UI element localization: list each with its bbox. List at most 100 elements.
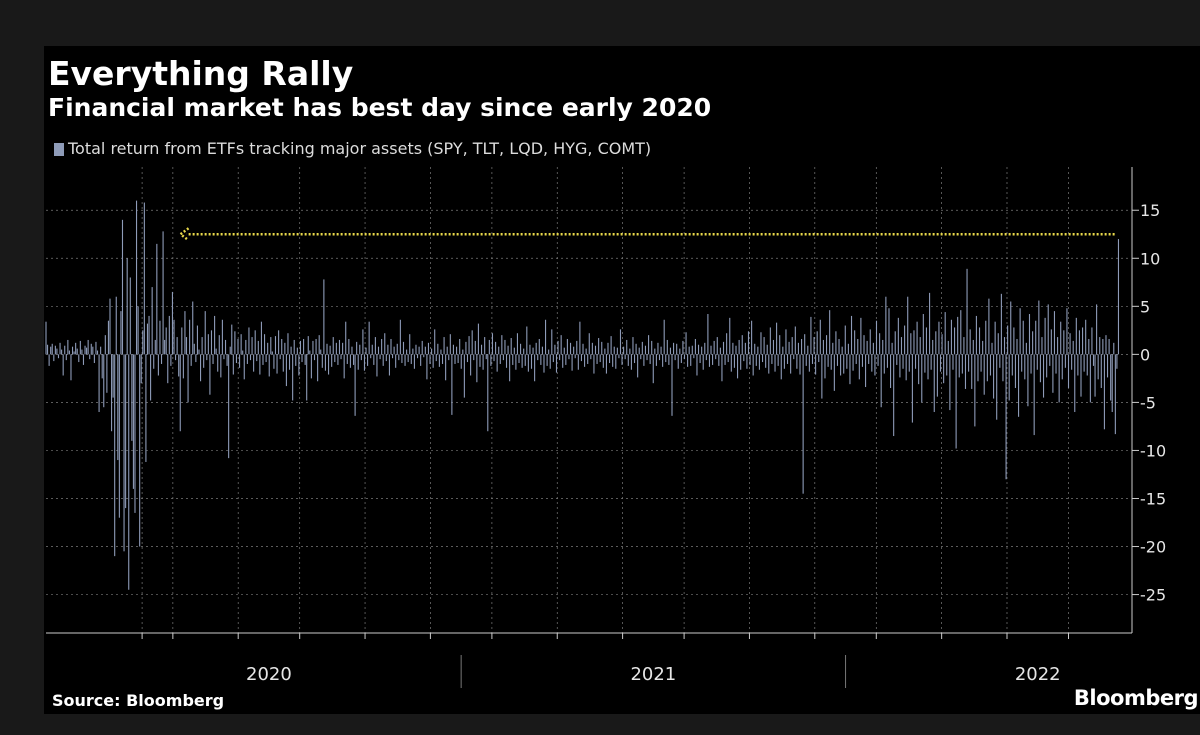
bar xyxy=(107,320,109,355)
bar xyxy=(157,354,159,376)
bar xyxy=(1092,354,1095,366)
bar xyxy=(485,354,487,360)
bar xyxy=(210,330,213,355)
bar xyxy=(1007,325,1009,355)
bar xyxy=(1066,308,1068,355)
bar xyxy=(657,342,659,355)
bar xyxy=(825,335,828,355)
bar xyxy=(460,354,462,369)
chart-title: Everything Rally xyxy=(48,54,354,93)
bar xyxy=(813,337,815,355)
bar xyxy=(268,354,270,377)
bar xyxy=(306,354,308,401)
bar xyxy=(957,316,959,355)
bar xyxy=(715,354,717,360)
bar xyxy=(125,354,127,509)
bar xyxy=(619,329,622,355)
bar xyxy=(861,354,863,367)
bar xyxy=(1086,354,1088,376)
bar xyxy=(178,354,180,377)
bar xyxy=(228,354,230,459)
bar xyxy=(496,354,498,372)
bar xyxy=(270,337,272,355)
bar xyxy=(872,342,874,355)
bar xyxy=(691,345,693,355)
bar xyxy=(373,354,375,365)
bar xyxy=(226,354,228,366)
bar xyxy=(342,342,344,355)
bar xyxy=(818,354,820,363)
bar xyxy=(267,342,269,355)
bar xyxy=(1117,239,1120,355)
bar xyxy=(1074,354,1076,413)
bar xyxy=(318,335,320,355)
bar xyxy=(340,354,342,360)
bar xyxy=(996,354,998,420)
bar xyxy=(407,354,409,363)
bar xyxy=(418,346,420,355)
bar xyxy=(162,231,164,355)
bar xyxy=(420,354,422,366)
bar xyxy=(192,301,194,355)
bar xyxy=(677,354,679,369)
y-tick-label: -5 xyxy=(1140,393,1156,412)
bar xyxy=(883,354,885,374)
bar xyxy=(1103,354,1105,430)
bar xyxy=(929,292,931,355)
bar xyxy=(791,337,793,355)
bar xyxy=(484,337,486,355)
y-tick-label: -25 xyxy=(1140,586,1166,605)
bar xyxy=(658,354,661,361)
bar xyxy=(832,342,834,355)
bar xyxy=(523,348,525,355)
bar xyxy=(629,348,631,355)
bar xyxy=(922,314,924,355)
bar xyxy=(139,354,141,547)
bar xyxy=(552,354,554,363)
bar xyxy=(115,296,117,355)
bar xyxy=(148,315,150,355)
bar xyxy=(863,335,865,355)
bar xyxy=(160,354,163,364)
bar xyxy=(101,354,103,379)
bar xyxy=(576,340,578,355)
bar xyxy=(1042,354,1045,398)
bar xyxy=(501,335,503,355)
bar xyxy=(829,310,831,355)
bar xyxy=(549,354,551,369)
bar xyxy=(310,354,312,379)
bar xyxy=(593,354,595,374)
bar xyxy=(459,338,461,355)
bar xyxy=(377,346,380,355)
bar xyxy=(356,341,358,355)
y-tick-label: 10 xyxy=(1140,249,1160,268)
bar xyxy=(960,310,962,355)
bar xyxy=(771,354,773,364)
bar xyxy=(1021,354,1023,372)
bar xyxy=(129,277,131,355)
bar xyxy=(320,349,322,355)
bar xyxy=(248,327,250,355)
bar xyxy=(722,341,725,355)
y-tick-label: -15 xyxy=(1140,489,1166,508)
bar xyxy=(623,346,625,355)
bar xyxy=(256,354,258,362)
bar xyxy=(1005,354,1007,480)
y-tick-label: -20 xyxy=(1140,538,1166,557)
bar xyxy=(584,354,586,367)
bar xyxy=(346,354,348,364)
bar xyxy=(493,354,495,362)
bar xyxy=(449,334,451,355)
bar xyxy=(921,354,923,403)
bar xyxy=(546,354,548,366)
bar xyxy=(819,319,821,355)
bar xyxy=(599,354,601,363)
bar xyxy=(406,349,408,355)
bar xyxy=(303,338,305,355)
bar xyxy=(203,354,205,368)
bar xyxy=(588,333,590,355)
bar xyxy=(680,354,682,364)
bar xyxy=(393,346,395,355)
bar xyxy=(1044,317,1046,355)
bar xyxy=(963,337,965,355)
